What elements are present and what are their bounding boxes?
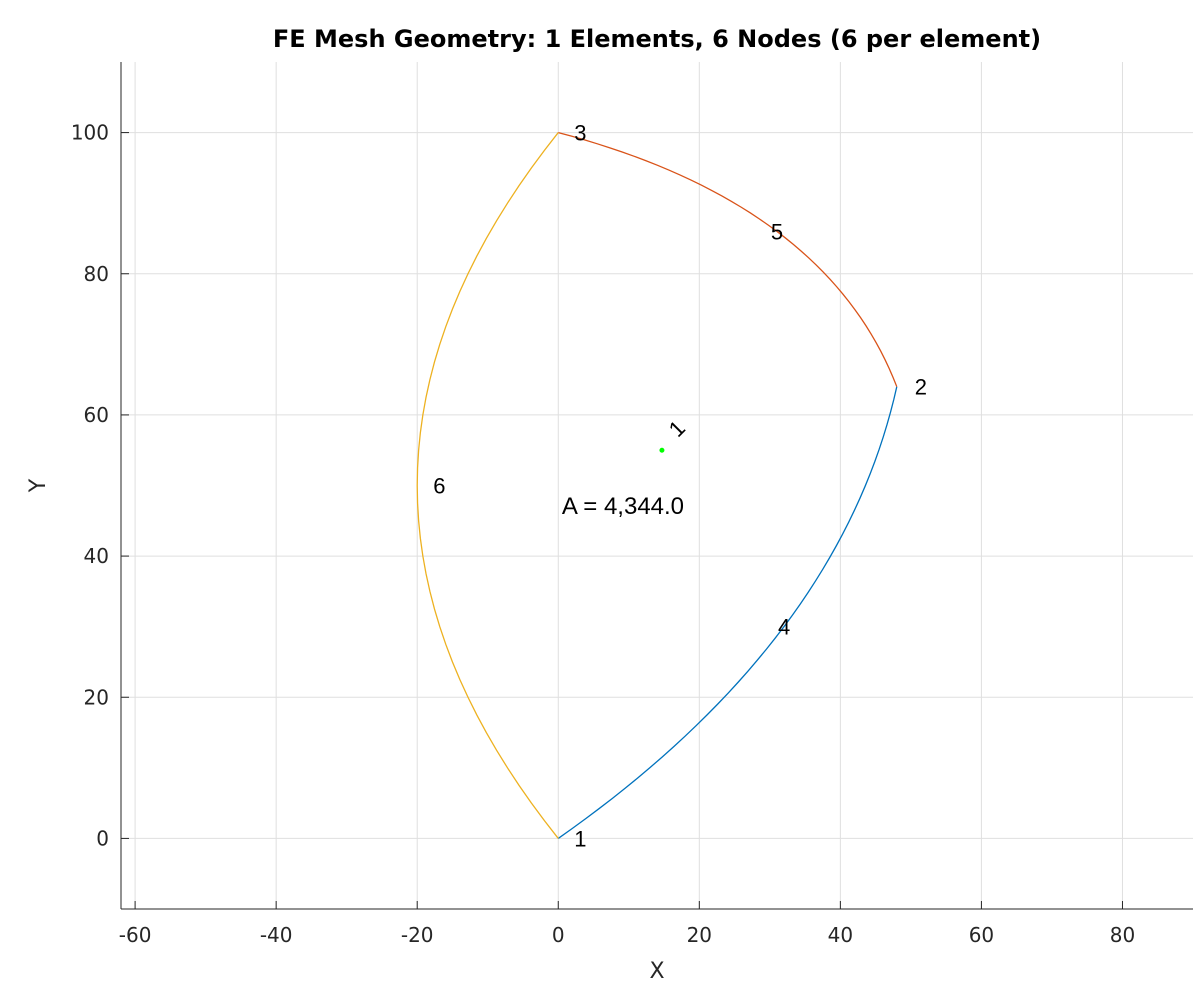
x-tick-label-5: 40	[828, 923, 853, 947]
node-label-1: 1	[574, 826, 586, 851]
area-label: A = 4,344.0	[562, 493, 684, 520]
node-labels: 1 2 3 4 5 6	[433, 121, 927, 852]
x-tick-label-4: 20	[687, 923, 712, 947]
element-label: 1	[664, 415, 690, 441]
chart-title: FE Mesh Geometry: 1 Elements, 6 Nodes (6…	[273, 25, 1041, 53]
node-label-4: 4	[778, 615, 790, 640]
x-tick-label-7: 80	[1110, 923, 1135, 947]
x-tick-label-6: 60	[969, 923, 994, 947]
mesh-edge-1	[557, 386, 898, 839]
node-label-6: 6	[433, 474, 445, 499]
y-tick-label-1: 20	[84, 685, 109, 709]
y-axis-label: Y	[26, 478, 51, 493]
axes	[120, 62, 1193, 910]
y-tick-label-4: 80	[84, 262, 109, 286]
mesh-edges	[416, 131, 898, 839]
node-label-3: 3	[574, 121, 586, 146]
y-tick-label-5: 100	[71, 121, 109, 145]
y-tick-label-0: 0	[96, 826, 109, 850]
element-centroid	[659, 447, 665, 453]
y-tick-label-3: 60	[84, 403, 109, 427]
x-tick-label-2: -20	[401, 923, 434, 947]
x-tick-label-0: -60	[119, 923, 152, 947]
x-tick-label-3: 0	[552, 923, 565, 947]
mesh-edge-2	[558, 131, 898, 387]
node-label-5: 5	[771, 219, 783, 244]
node-label-2: 2	[915, 375, 927, 400]
tick-labels: -60 -40 -20 0 20 40 60 80 0 20 40 60 80 100	[71, 121, 1135, 947]
x-axis-label: X	[649, 959, 664, 984]
mesh-edge-3	[416, 132, 559, 839]
y-tick-label-2: 40	[84, 544, 109, 568]
grid-lines	[121, 62, 1193, 909]
element-marker: 1	[659, 415, 690, 453]
x-tick-label-1: -40	[260, 923, 293, 947]
